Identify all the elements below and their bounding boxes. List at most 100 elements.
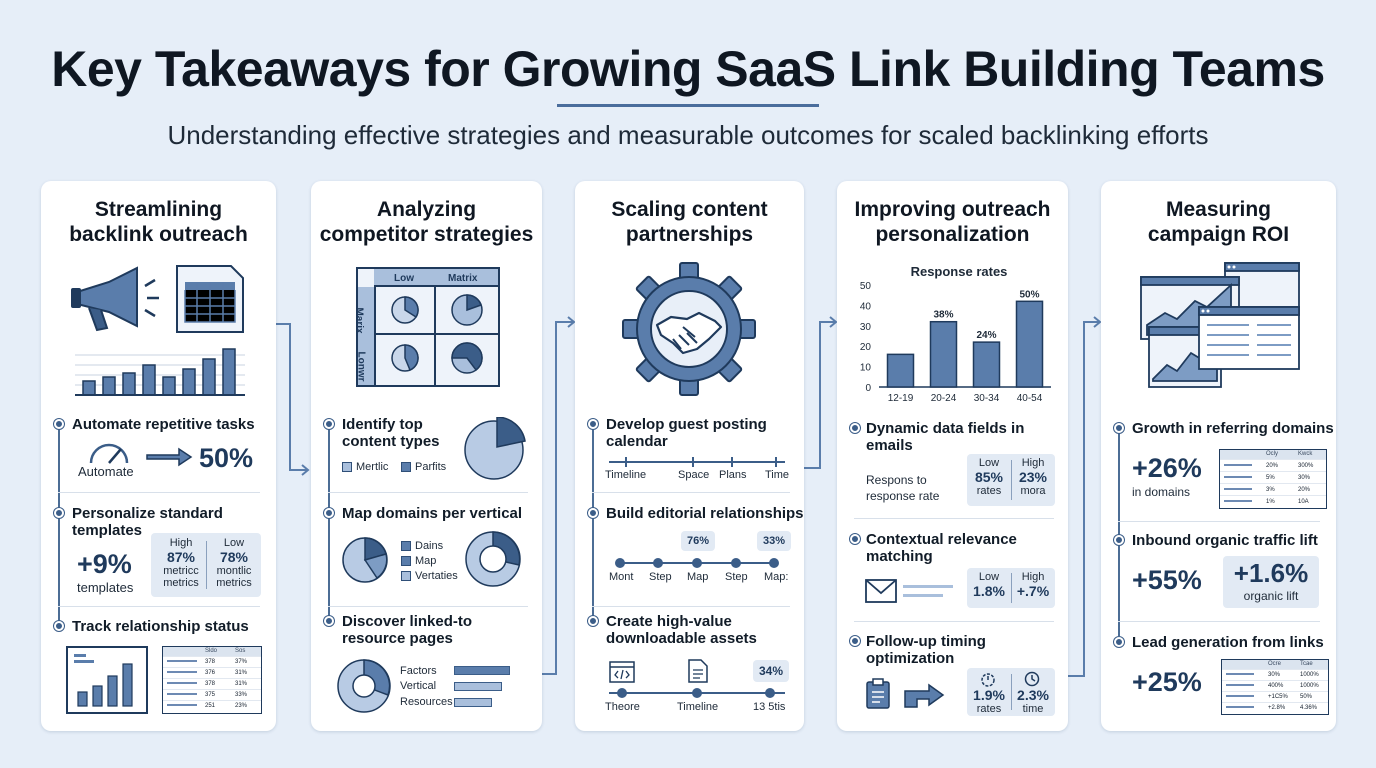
bar-30-34 bbox=[972, 341, 1001, 388]
pie-icon bbox=[451, 294, 483, 326]
card-title: Scaling content partnerships bbox=[611, 198, 768, 246]
bullet bbox=[1114, 535, 1124, 545]
bullet bbox=[588, 508, 598, 518]
bullet bbox=[850, 636, 860, 646]
automate-label: Automate bbox=[78, 464, 134, 479]
timeline-step: Step bbox=[649, 571, 672, 583]
y-tick-label: 0 bbox=[865, 383, 871, 394]
templates-value: +9% bbox=[77, 549, 132, 579]
card-competitor-strategies: Analyzing competitor strategies Low Matri… bbox=[311, 181, 542, 731]
x-tick-label: 20-24 bbox=[931, 393, 957, 403]
leads-value: +25% bbox=[1132, 667, 1202, 697]
section-heading: Develop guest posting calendar bbox=[606, 416, 767, 450]
timing-box: 1.9% rates 2.3% time bbox=[967, 668, 1055, 716]
timeline-step: Map bbox=[687, 571, 709, 583]
bullet bbox=[1114, 637, 1124, 647]
separator bbox=[58, 492, 260, 493]
timeline-step: Theore bbox=[605, 701, 640, 713]
dashboard-chart-icon bbox=[66, 646, 148, 714]
bullet bbox=[54, 419, 64, 429]
separator bbox=[328, 606, 528, 607]
legend-item: Parfits bbox=[401, 461, 446, 473]
resource-bars bbox=[454, 666, 510, 710]
y-tick-label: 40 bbox=[860, 301, 872, 312]
bullet bbox=[588, 419, 598, 429]
domains-pie bbox=[342, 537, 388, 583]
traffic-value: +55% bbox=[1132, 565, 1202, 595]
section-heading: Identify top content types bbox=[342, 416, 440, 450]
clipboard-icon bbox=[866, 678, 890, 709]
clock-icon bbox=[1024, 671, 1040, 687]
card-streamlining-outreach: Streamlining backlink outreach Automate r… bbox=[41, 181, 276, 731]
megaphone-icon bbox=[71, 266, 159, 332]
comparison-box: Low 1.8% High +.7% bbox=[967, 568, 1055, 608]
separator bbox=[1118, 521, 1320, 522]
bullet bbox=[324, 616, 334, 626]
section-heading: Map domains per vertical bbox=[342, 505, 523, 522]
handshake-gear-icon bbox=[622, 262, 756, 396]
bar-label: Resources bbox=[400, 696, 453, 708]
section-heading: Build editorial relationships bbox=[606, 505, 804, 522]
page-subtitle: Understanding effective strategies and m… bbox=[167, 120, 1209, 150]
timeline-rail bbox=[58, 426, 60, 626]
data-label: 50% bbox=[1019, 289, 1039, 300]
resource-bar bbox=[454, 698, 492, 707]
section-heading: Growth in referring domains bbox=[1132, 420, 1334, 437]
data-label: 24% bbox=[976, 330, 996, 341]
card-title: Improving outreach personalization bbox=[854, 198, 1051, 246]
timeline-step: Mont bbox=[609, 571, 634, 583]
templates-label: templates bbox=[77, 580, 134, 595]
bar-40-54 bbox=[1015, 300, 1044, 388]
badge: 76% bbox=[681, 531, 715, 551]
resource-bar bbox=[454, 682, 502, 691]
pie-icon bbox=[391, 344, 419, 372]
chart-title: Response rates bbox=[911, 264, 1008, 279]
comparison-box: Low 85% rates High 23% mora bbox=[967, 454, 1055, 506]
y-tick-label: 30 bbox=[860, 322, 872, 333]
domains-value: +26% bbox=[1132, 453, 1202, 483]
bullet bbox=[54, 621, 64, 631]
pie-icon bbox=[391, 296, 419, 324]
connector-arrow-3 bbox=[804, 316, 838, 469]
badge: 34% bbox=[753, 660, 789, 682]
bullet bbox=[850, 534, 860, 544]
section-heading: Dynamic data fields in emails bbox=[866, 420, 1025, 454]
x-tick-label: 30-34 bbox=[974, 393, 1000, 403]
timeline-rail bbox=[1118, 426, 1120, 636]
badge: 33% bbox=[757, 531, 791, 551]
card-title: Analyzing competitor strategies bbox=[319, 198, 534, 246]
y-tick-label: 10 bbox=[860, 363, 872, 374]
analytics-dashboard-icon bbox=[1140, 262, 1300, 388]
code-window-icon bbox=[609, 661, 635, 683]
card-title: Measuring campaign ROI bbox=[1147, 198, 1290, 246]
legend-item: Dains bbox=[401, 540, 443, 552]
timeline-step: Space bbox=[678, 469, 710, 481]
spreadsheet-icon bbox=[176, 265, 244, 333]
gauge-icon bbox=[89, 443, 129, 464]
bullet bbox=[324, 419, 334, 429]
timeline-step: Step bbox=[725, 571, 748, 583]
domains-label: in domains bbox=[1132, 485, 1191, 499]
section-heading: Contextual relevance matching bbox=[866, 531, 1017, 565]
domains-table: Ocly Kwck 20% 300% 5% 30% 3% 20% 1% 10A bbox=[1219, 449, 1327, 509]
bar-chart-icon bbox=[75, 348, 245, 396]
separator bbox=[58, 606, 260, 607]
separator bbox=[854, 518, 1054, 519]
separator bbox=[592, 492, 790, 493]
bar-label: Vertical bbox=[400, 680, 437, 692]
legend-item: Mertlic bbox=[342, 461, 388, 473]
x-tick-label: 40-54 bbox=[1017, 393, 1043, 403]
timeline-step: 13 5tis bbox=[753, 701, 786, 713]
timeline-step: Timeline bbox=[677, 701, 719, 713]
bullet bbox=[850, 423, 860, 433]
bullet bbox=[54, 508, 64, 518]
bullet bbox=[588, 616, 598, 626]
separator bbox=[592, 606, 790, 607]
bar-20-24 bbox=[929, 320, 958, 388]
chart-bars: 38% 24% 50% bbox=[886, 289, 1044, 388]
automate-value: 50% bbox=[199, 443, 254, 473]
resource-bar bbox=[454, 666, 510, 675]
arrow-right-icon bbox=[146, 447, 193, 467]
connector-arrow-2 bbox=[542, 316, 576, 675]
bullet bbox=[1114, 423, 1124, 433]
